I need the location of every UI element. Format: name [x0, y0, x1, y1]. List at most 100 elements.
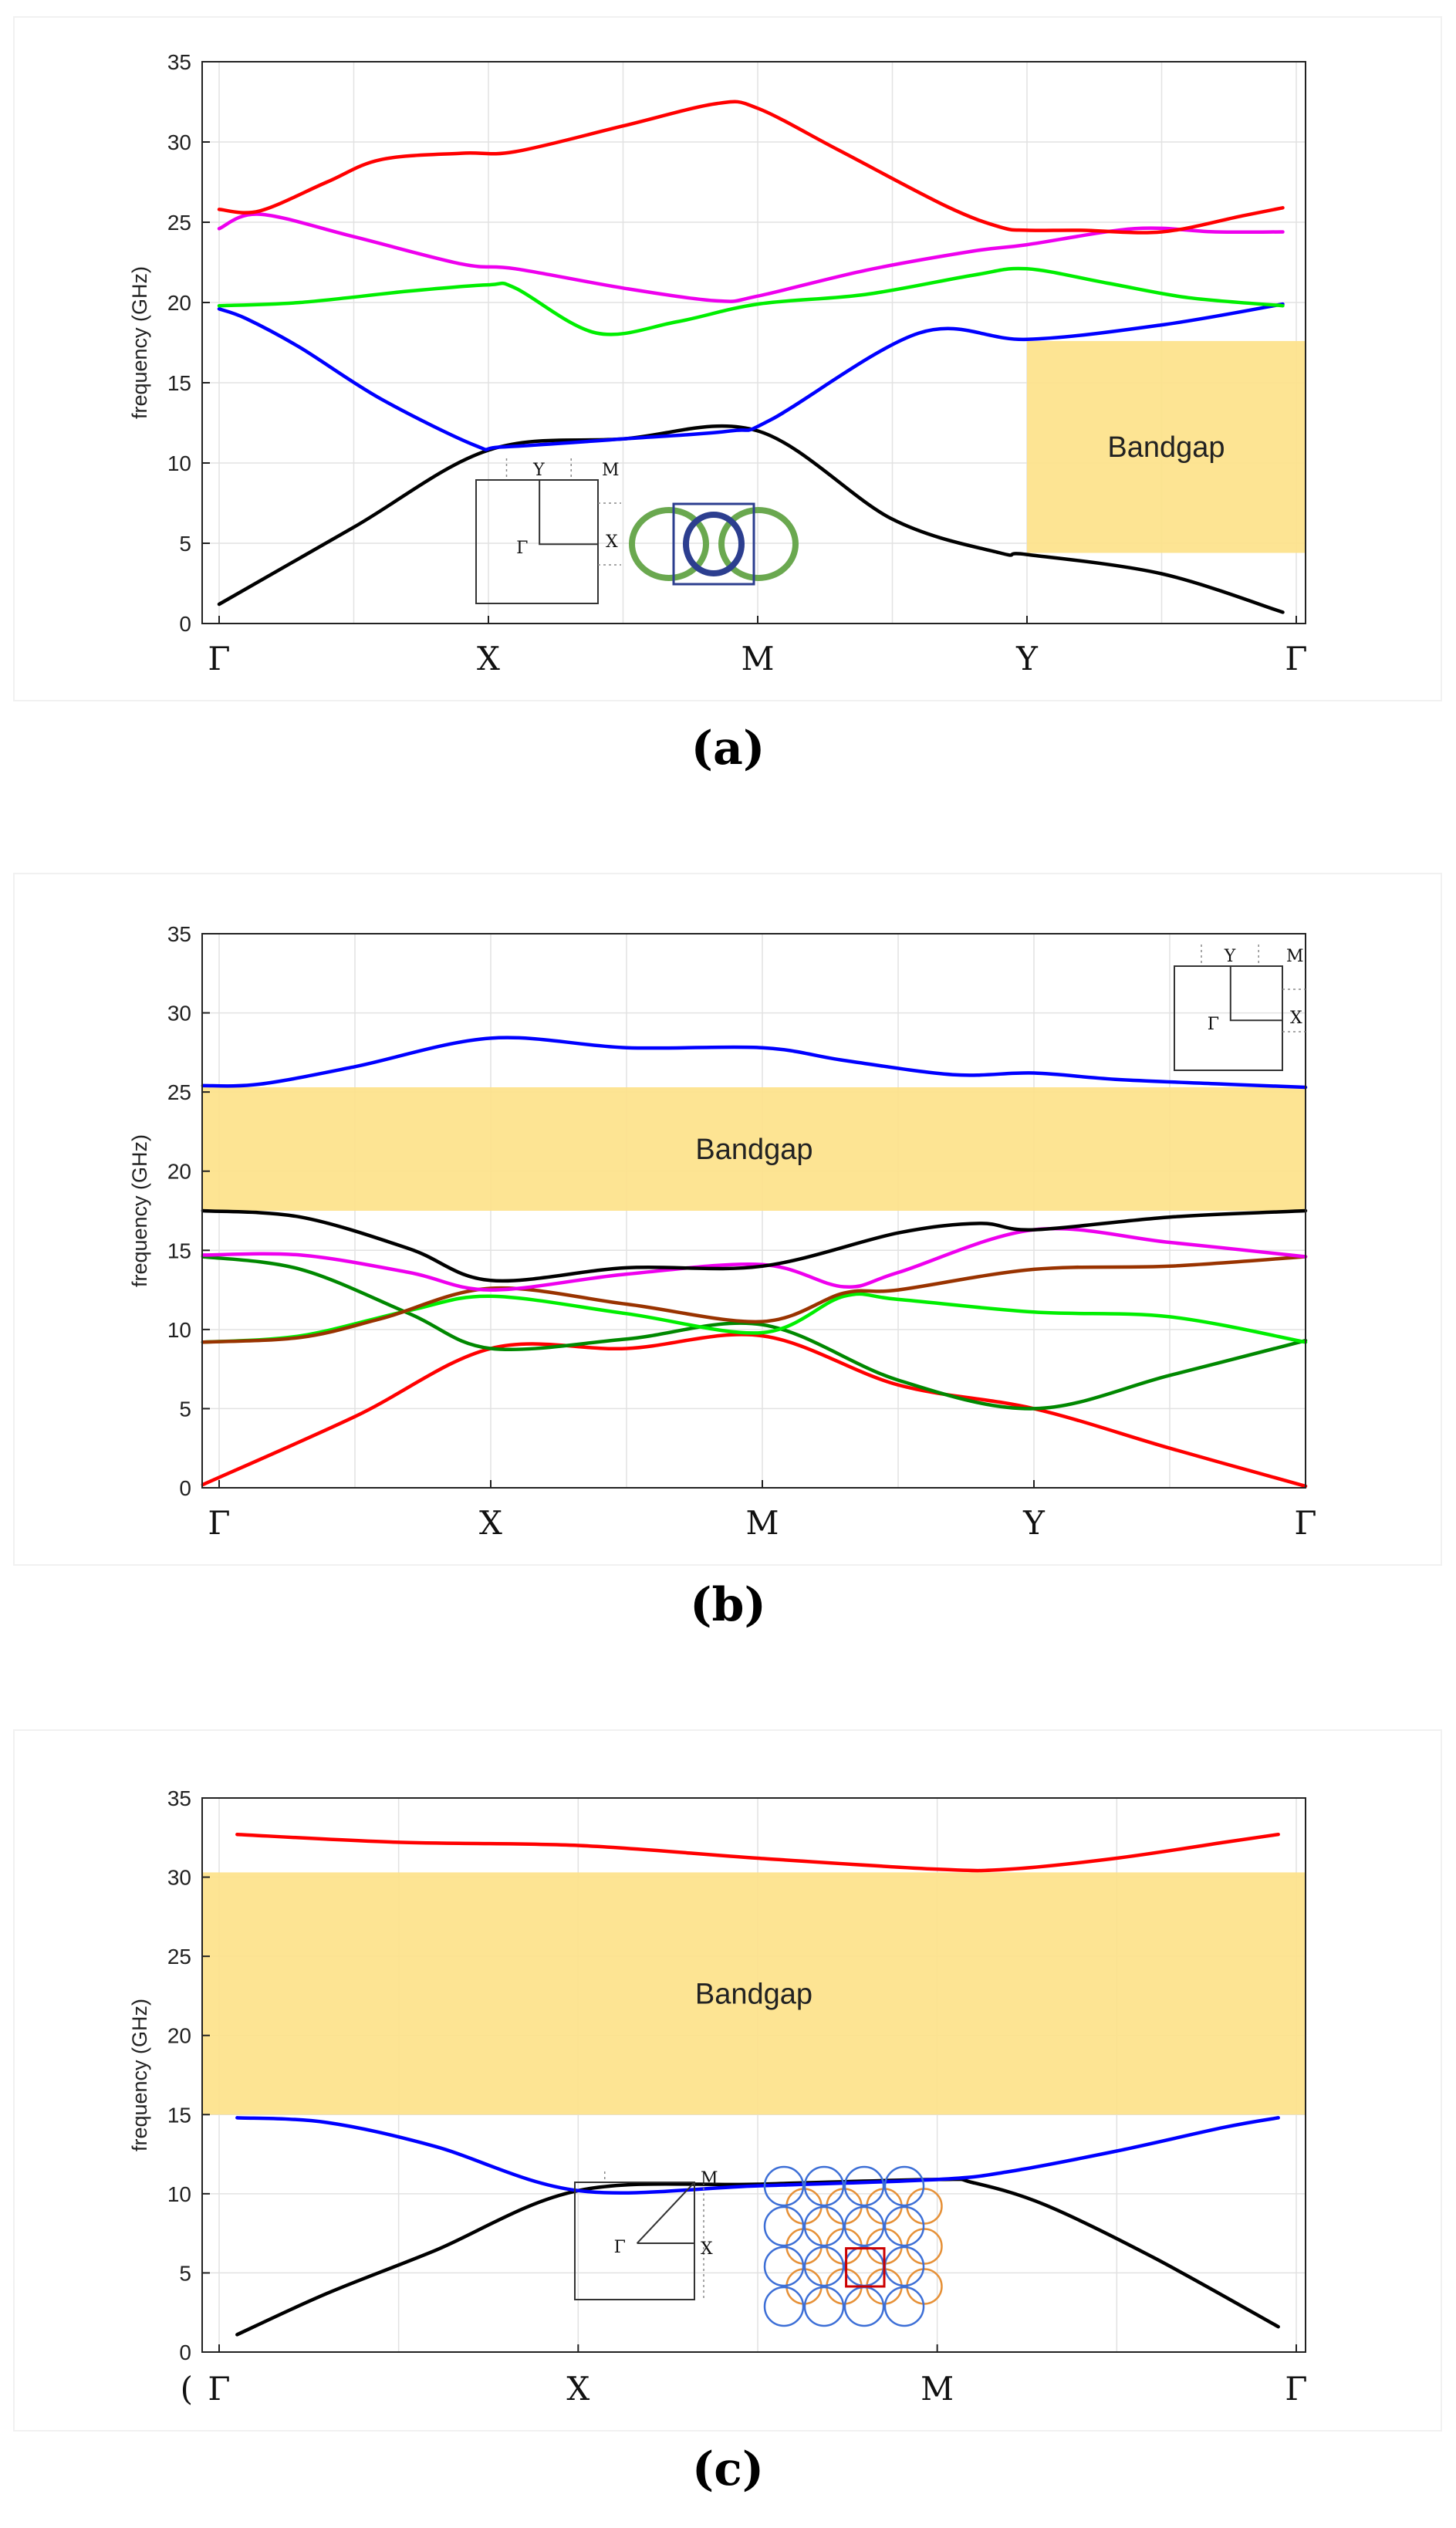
caption-b-text: (b) [690, 1578, 766, 1632]
y-tick-label: 15 [167, 371, 191, 395]
unit-cell-lattice-inset [763, 2165, 943, 2327]
lattice-circle-blue [843, 2205, 885, 2247]
x-tick-label: Γ [208, 1504, 230, 1542]
lattice-circle-blue [803, 2165, 845, 2207]
y-tick-label: 25 [167, 1945, 191, 1969]
band-line-2 [235, 2116, 1280, 2195]
unit-cell-box [845, 2247, 886, 2288]
caption-b: (b) [0, 1578, 1456, 1632]
bz-outer-box [574, 2182, 695, 2300]
bz-label: X [701, 2239, 713, 2259]
band-line-4 [201, 1255, 1308, 1344]
y-tick-label: 10 [167, 1318, 191, 1342]
bz-label: M [701, 2169, 718, 2188]
band-line-3 [217, 266, 1285, 336]
y-axis-label: frequency (GHz) [128, 266, 151, 419]
insets: Y M Γ X [475, 458, 799, 604]
brillouin-zone-inset: M Γ X [574, 2169, 718, 2300]
x-tick-label: Γ [1285, 2370, 1307, 2408]
bandgap-label: Bandgap [695, 1978, 812, 2010]
y-tick-label: 30 [167, 1002, 191, 1026]
bz-label: Γ [516, 539, 528, 558]
y-tick-label: 35 [167, 922, 191, 946]
x-tick-label: Y [1022, 1504, 1046, 1542]
ring-left [629, 507, 709, 581]
bz-label: Γ [1208, 1015, 1219, 1034]
y-tick-label: 20 [167, 2024, 191, 2048]
caption-a: (a) [0, 722, 1456, 776]
bz-label: X [1290, 1009, 1302, 1028]
bz-outer-box [1174, 965, 1283, 1071]
bz-label: M [1286, 947, 1304, 966]
y-tick-label: 15 [167, 1239, 191, 1262]
axes-box [201, 1797, 1306, 2353]
band-line-2 [201, 1255, 1308, 1411]
bandgap-region [202, 1087, 1306, 1211]
lattice-circle-blue [803, 2205, 845, 2247]
ring-center [683, 512, 745, 576]
bz-path [539, 480, 598, 546]
lattice-circle-blue [883, 2286, 925, 2327]
caption-c: (c) [0, 2442, 1456, 2496]
bz-path [1229, 966, 1282, 1022]
y-tick-label: 10 [167, 2182, 191, 2206]
y-tick-label: 35 [167, 50, 191, 74]
lattice-circle-blue [763, 2165, 805, 2207]
x-tick-label: Γ [208, 640, 230, 678]
y-tick-label: 30 [167, 130, 191, 154]
band-line-5 [217, 100, 1285, 235]
y-tick-label: 5 [179, 1397, 191, 1421]
y-tick-label: 20 [167, 291, 191, 315]
ring-right [718, 507, 799, 581]
band-line-6 [201, 1208, 1308, 1283]
band-line-7 [201, 1036, 1308, 1090]
y-tick-label: 5 [179, 2261, 191, 2285]
unit-cell-rings-inset [629, 502, 799, 586]
x-clipped-label: ( [181, 2370, 193, 2408]
y-tick-label: 35 [167, 1786, 191, 1810]
y-tick-label: 15 [167, 2103, 191, 2127]
y-tick-label: 20 [167, 1160, 191, 1184]
y-axis-label: frequency (GHz) [128, 1134, 151, 1287]
x-tick-label: M [741, 640, 774, 678]
lattice-circle-blue [843, 2165, 885, 2207]
x-tick-label: X [477, 640, 500, 678]
y-tick-label: 10 [167, 451, 191, 475]
y-axis-label: frequency (GHz) [128, 1999, 151, 2151]
lattice-circle-blue [883, 2205, 925, 2247]
x-tick-label: Y [1015, 640, 1039, 678]
y-tick-label: 25 [167, 1080, 191, 1104]
insets: Y M Γ X [1174, 945, 1306, 1071]
x-tick-label: Γ [1285, 640, 1307, 678]
axes-box [201, 933, 1306, 1489]
bandgap-region [202, 1872, 1306, 2115]
y-tick-label: 0 [179, 612, 191, 636]
y-tick-label: 5 [179, 532, 191, 556]
y-tick-label: 0 [179, 1476, 191, 1500]
y-tick-label: 25 [167, 211, 191, 235]
x-tick-label: Γ [1294, 1504, 1316, 1542]
bz-label: Y [1224, 947, 1236, 966]
caption-c-text: (c) [691, 2442, 765, 2496]
y-tick-label: 0 [179, 2340, 191, 2364]
bz-label: Γ [614, 2238, 626, 2257]
x-tick-label: X [479, 1504, 502, 1542]
x-tick-label: M [921, 2370, 954, 2408]
brillouin-zone-inset: Y M Γ X [475, 458, 621, 604]
lattice-circle-blue [763, 2286, 805, 2327]
y-tick-label: 30 [167, 1866, 191, 1890]
band-line-4 [217, 212, 1285, 303]
x-tick-label: X [566, 2370, 589, 2408]
bz-label: M [602, 461, 620, 480]
lattice-circle-blue [763, 2246, 805, 2287]
axes-box [201, 61, 1306, 624]
band-line-2 [217, 302, 1285, 451]
lattice-circle-blue [763, 2205, 805, 2247]
chart-panel-c: Bandgap 0 5 10 15 20 25 30 35 Γ X M Γ ( frequency (GHz… [0, 1713, 1456, 2485]
brillouin-zone-inset: Y M Γ X [1174, 945, 1306, 1071]
band-line-1 [201, 1333, 1308, 1489]
